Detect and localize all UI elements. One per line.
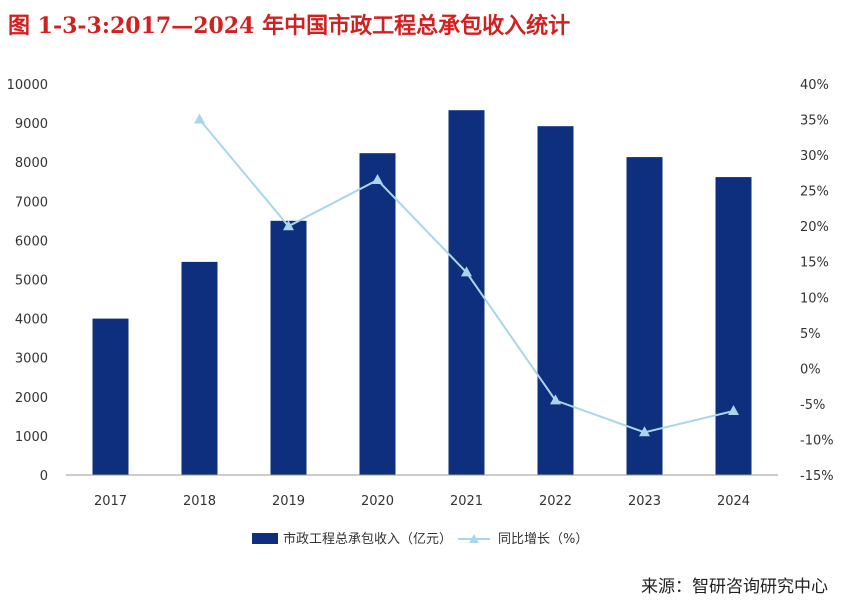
- left-tick-label: 9000: [15, 117, 48, 132]
- left-tick-label: 8000: [15, 156, 48, 171]
- right-tick-label: 15%: [800, 256, 829, 271]
- chart-title: 图 1-3-3:2017—2024 年中国市政工程总承包收入统计: [8, 13, 571, 39]
- bar-2017: [92, 318, 129, 475]
- x-tick-label: 2017: [94, 494, 127, 509]
- bar-2018: [181, 261, 218, 475]
- x-tick-label: 2021: [450, 494, 483, 509]
- legend-line-label: 同比增长（%）: [498, 532, 588, 547]
- source-note: 来源：智研咨询研究中心: [641, 577, 828, 597]
- bar-2019: [270, 220, 307, 475]
- right-tick-label: 20%: [800, 220, 829, 235]
- growth-line-layer: [194, 113, 739, 437]
- x-axis-ticks: 2017 2018 2019 2020 2021 2022 2023 2024: [94, 494, 750, 509]
- bars-layer: [92, 110, 752, 475]
- left-tick-label: 7000: [15, 195, 48, 210]
- right-tick-label: 25%: [800, 185, 829, 200]
- growth-point-2023: [639, 426, 650, 437]
- right-axis-ticks: -15% -10% -5% 0% 5% 10% 15% 20% 25% 30% 35% 40%: [800, 78, 834, 484]
- left-tick-label: 2000: [15, 391, 48, 406]
- right-tick-label: 0%: [800, 362, 821, 377]
- legend-bar-swatch: [252, 533, 278, 544]
- left-axis-ticks: 0 1000 2000 3000 4000 5000 6000 7000 8000 9000 100…: [7, 78, 48, 484]
- growth-point-2019: [283, 220, 294, 231]
- right-tick-label: 40%: [800, 78, 829, 93]
- x-tick-label: 2024: [717, 494, 750, 509]
- x-tick-label: 2023: [628, 494, 661, 509]
- legend: 市政工程总承包收入（亿元） 同比增长（%）: [252, 531, 588, 547]
- x-tick-label: 2022: [539, 494, 572, 509]
- x-tick-label: 2019: [272, 494, 305, 509]
- left-tick-label: 6000: [15, 234, 48, 249]
- left-tick-label: 5000: [15, 274, 48, 289]
- bar-2022: [537, 126, 574, 475]
- legend-bar-label: 市政工程总承包收入（亿元）: [283, 531, 452, 547]
- bar-2024: [715, 177, 752, 475]
- bar-2020: [359, 153, 396, 475]
- left-tick-label: 10000: [7, 78, 48, 93]
- x-tick-label: 2018: [183, 494, 216, 509]
- right-tick-label: -10%: [800, 434, 834, 449]
- left-tick-label: 0: [40, 469, 48, 484]
- right-tick-label: 5%: [800, 327, 821, 342]
- bar-2023: [626, 157, 663, 475]
- left-tick-label: 1000: [15, 430, 48, 445]
- right-tick-label: -15%: [800, 469, 834, 484]
- bar-2021: [448, 110, 485, 475]
- growth-point-2020: [372, 174, 383, 184]
- left-tick-label: 4000: [15, 313, 48, 328]
- right-tick-label: 30%: [800, 149, 829, 164]
- right-tick-label: 35%: [800, 114, 829, 129]
- x-tick-label: 2020: [361, 494, 394, 509]
- growth-point-2018: [194, 113, 205, 124]
- growth-point-2021: [461, 266, 472, 277]
- growth-point-2022: [550, 394, 561, 405]
- growth-point-2024: [728, 405, 739, 415]
- right-tick-label: 10%: [800, 291, 829, 306]
- right-tick-label: -5%: [800, 398, 825, 413]
- legend-line-marker: [469, 534, 479, 543]
- left-tick-label: 3000: [15, 352, 48, 367]
